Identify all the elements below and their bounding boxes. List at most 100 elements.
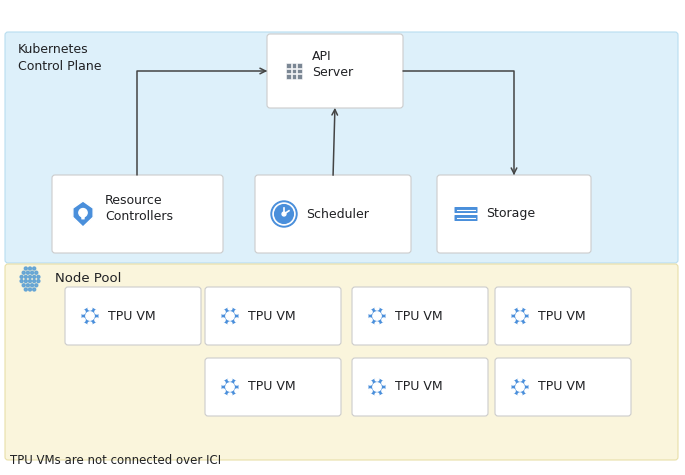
Circle shape: [511, 310, 515, 314]
FancyBboxPatch shape: [495, 358, 631, 416]
Circle shape: [88, 306, 92, 310]
Circle shape: [20, 276, 23, 278]
Circle shape: [221, 310, 225, 314]
FancyBboxPatch shape: [5, 264, 678, 460]
Circle shape: [518, 377, 522, 381]
Circle shape: [282, 212, 286, 216]
Circle shape: [79, 209, 87, 217]
Circle shape: [88, 322, 92, 326]
Polygon shape: [510, 376, 530, 398]
Bar: [297, 63, 302, 67]
Circle shape: [86, 312, 94, 320]
Circle shape: [375, 377, 379, 381]
Text: TPU VM: TPU VM: [108, 310, 155, 323]
Circle shape: [81, 318, 85, 322]
Circle shape: [81, 310, 85, 314]
Circle shape: [37, 276, 40, 278]
Circle shape: [37, 280, 40, 283]
Circle shape: [24, 267, 27, 270]
Bar: [292, 63, 296, 67]
Bar: [292, 69, 296, 73]
Circle shape: [235, 310, 239, 314]
FancyBboxPatch shape: [455, 207, 477, 213]
Circle shape: [235, 381, 239, 385]
Circle shape: [275, 205, 293, 223]
Circle shape: [35, 271, 38, 274]
Circle shape: [27, 271, 29, 274]
Text: TPU VM: TPU VM: [395, 380, 443, 393]
Circle shape: [33, 288, 36, 291]
Circle shape: [24, 288, 27, 291]
Text: API
Server: API Server: [312, 50, 353, 79]
Polygon shape: [73, 201, 93, 227]
Circle shape: [228, 306, 232, 310]
Text: TPU VMs are not connected over ICI: TPU VMs are not connected over ICI: [10, 454, 221, 467]
Text: Kubernetes
Control Plane: Kubernetes Control Plane: [18, 43, 101, 73]
Circle shape: [22, 284, 25, 287]
Circle shape: [221, 318, 225, 322]
Circle shape: [375, 322, 379, 326]
Circle shape: [27, 284, 29, 287]
Circle shape: [525, 381, 529, 385]
Text: Scheduler: Scheduler: [306, 208, 369, 220]
Bar: [286, 63, 290, 67]
Text: Storage: Storage: [486, 208, 535, 220]
Circle shape: [373, 312, 381, 320]
FancyBboxPatch shape: [65, 287, 201, 345]
FancyBboxPatch shape: [437, 175, 591, 253]
Circle shape: [368, 310, 372, 314]
Circle shape: [273, 203, 295, 225]
Circle shape: [518, 393, 522, 397]
Circle shape: [518, 322, 522, 326]
FancyBboxPatch shape: [52, 175, 223, 253]
Circle shape: [375, 306, 379, 310]
Text: TPU VM: TPU VM: [538, 310, 586, 323]
Text: TPU VM: TPU VM: [538, 380, 586, 393]
Text: Resource
Controllers: Resource Controllers: [105, 194, 173, 224]
FancyBboxPatch shape: [205, 358, 341, 416]
Circle shape: [31, 271, 34, 274]
Polygon shape: [367, 305, 386, 327]
FancyBboxPatch shape: [205, 287, 341, 345]
Circle shape: [221, 389, 225, 393]
Circle shape: [22, 271, 25, 274]
Circle shape: [235, 318, 239, 322]
FancyBboxPatch shape: [352, 358, 488, 416]
FancyBboxPatch shape: [255, 175, 411, 253]
Circle shape: [511, 389, 515, 393]
Circle shape: [382, 310, 386, 314]
Circle shape: [228, 377, 232, 381]
Circle shape: [511, 381, 515, 385]
Circle shape: [518, 306, 522, 310]
Circle shape: [516, 312, 524, 320]
Circle shape: [368, 381, 372, 385]
Circle shape: [511, 318, 515, 322]
Circle shape: [525, 318, 529, 322]
Circle shape: [226, 383, 234, 391]
Bar: [297, 75, 302, 79]
Polygon shape: [367, 376, 386, 398]
Circle shape: [235, 389, 239, 393]
Bar: [286, 69, 290, 73]
Circle shape: [373, 383, 381, 391]
Circle shape: [29, 288, 32, 291]
Bar: [286, 75, 290, 79]
Polygon shape: [80, 305, 99, 327]
Circle shape: [33, 267, 36, 270]
Circle shape: [228, 393, 232, 397]
Circle shape: [382, 381, 386, 385]
FancyBboxPatch shape: [5, 32, 678, 263]
Polygon shape: [510, 305, 530, 327]
Circle shape: [226, 312, 234, 320]
Circle shape: [29, 280, 32, 283]
Bar: [297, 69, 302, 73]
Circle shape: [271, 201, 297, 227]
Circle shape: [95, 310, 99, 314]
Circle shape: [35, 284, 38, 287]
Polygon shape: [221, 376, 240, 398]
Text: TPU VM: TPU VM: [248, 380, 296, 393]
Circle shape: [33, 276, 36, 278]
Circle shape: [382, 389, 386, 393]
Circle shape: [382, 318, 386, 322]
Circle shape: [20, 280, 23, 283]
